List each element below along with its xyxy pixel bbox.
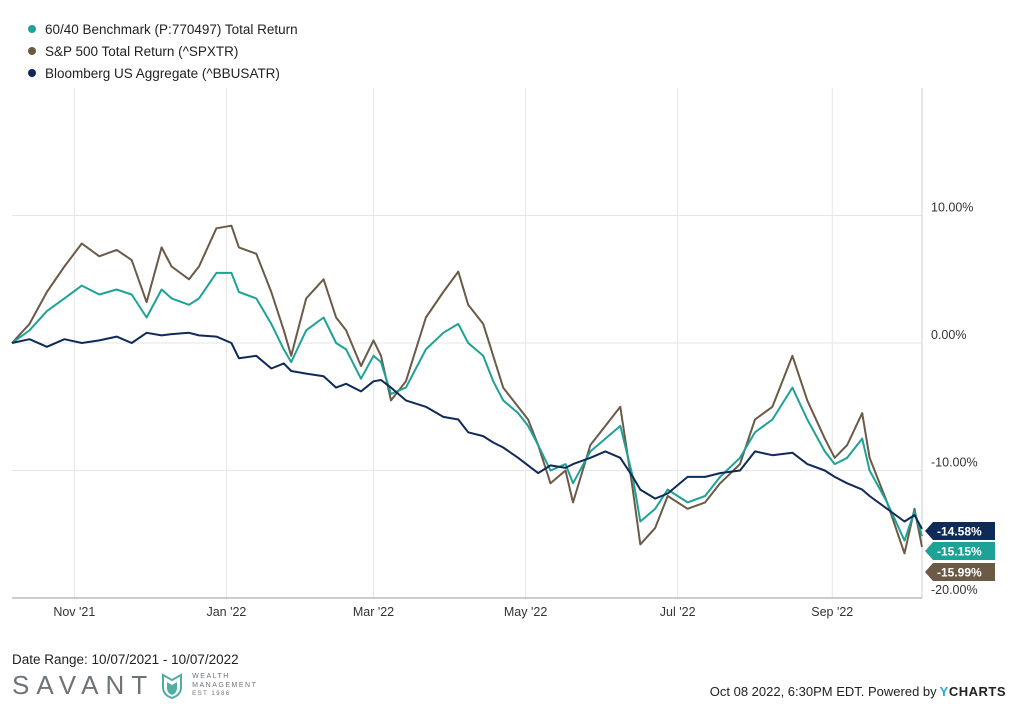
end-value-tag <box>925 522 995 540</box>
y-tick-label: 10.00% <box>931 201 973 215</box>
legend-item-bloomberg[interactable]: Bloomberg US Aggregate (^BBUSATR) <box>20 62 298 84</box>
logo-line-wealth: WEALTH <box>192 673 230 680</box>
chart-legend: 60/40 Benchmark (P:770497) Total Return … <box>20 18 298 84</box>
x-tick-label: Mar '22 <box>353 605 394 619</box>
x-tick-label: May '22 <box>504 605 547 619</box>
end-value-tag <box>925 563 995 581</box>
y-tick-label: -20.00% <box>931 583 978 597</box>
logo-tagline: WEALTH MANAGEMENT EST 1986 <box>192 672 257 699</box>
x-tick-label: Jan '22 <box>206 605 246 619</box>
owl-logo-icon <box>162 672 183 699</box>
series-line-2 <box>11 331 923 530</box>
y-tick-label: -10.00% <box>931 456 978 470</box>
legend-marker-bloomberg <box>28 69 36 77</box>
legend-item-benchmark[interactable]: 60/40 Benchmark (P:770497) Total Return <box>20 18 298 40</box>
end-value-label: -14.58% <box>937 525 982 539</box>
logo-line-est: EST 1986 <box>192 691 231 697</box>
logo-wordmark: SAVANT <box>12 670 155 700</box>
timestamp-label: Oct 08 2022, 6:30PM EDT. Powered by <box>709 684 937 699</box>
logo-line-management: MANAGEMENT <box>192 682 258 689</box>
x-tick-label: Nov '21 <box>53 605 95 619</box>
series-line-1 <box>11 271 923 542</box>
footer-attribution: Oct 08 2022, 6:30PM EDT. Powered by YCHA… <box>710 684 1006 699</box>
legend-marker-benchmark <box>28 25 36 33</box>
ycharts-logo-y: Y <box>939 684 949 699</box>
legend-item-sp500[interactable]: S&P 500 Total Return (^SPXTR) <box>20 40 298 62</box>
y-tick-label: 0.00% <box>931 328 966 342</box>
legend-label-sp500: S&P 500 Total Return (^SPXTR) <box>45 43 239 59</box>
end-value-label: -15.99% <box>937 566 982 580</box>
end-value-label: -15.15% <box>937 545 982 559</box>
savant-logo: SAVANT WEALTH MANAGEMENT EST 1986 <box>12 670 257 701</box>
x-tick-label: Jul '22 <box>660 605 696 619</box>
series-line-0 <box>11 224 923 555</box>
end-value-tag <box>925 542 995 560</box>
line-chart: 10.00% 0.00% -10.00% -20.00% Nov '21 Jan '22 M… <box>11 88 995 619</box>
legend-marker-sp500 <box>28 47 36 55</box>
legend-label-bloomberg: Bloomberg US Aggregate (^BBUSATR) <box>45 65 280 81</box>
legend-label-benchmark: 60/40 Benchmark (P:770497) Total Return <box>45 21 298 37</box>
date-range-label: Date Range: 10/07/2021 - 10/07/2022 <box>12 652 239 667</box>
ycharts-logo[interactable]: YCHARTS <box>940 684 1006 699</box>
ycharts-logo-text: CHARTS <box>948 684 1006 699</box>
x-tick-label: Sep '22 <box>811 605 853 619</box>
